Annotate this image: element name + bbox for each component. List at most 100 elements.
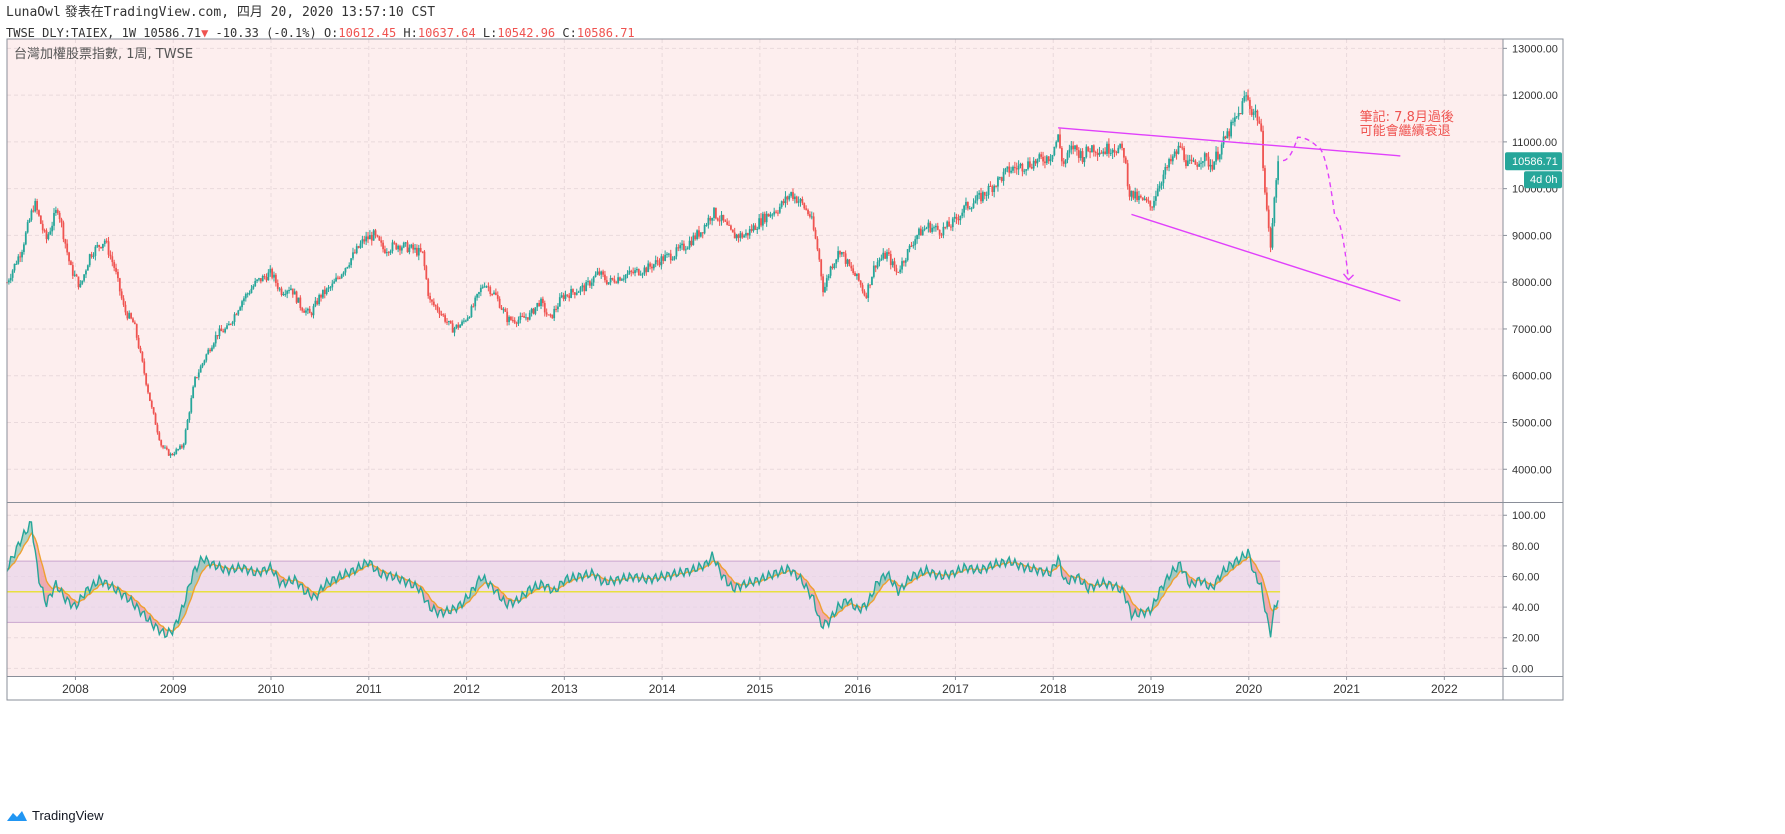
candle-up [1019, 163, 1022, 166]
candle-down [966, 201, 969, 209]
candle-down [1115, 151, 1118, 154]
candle-down [807, 209, 809, 215]
rsi-tick-label: 0.00 [1512, 663, 1533, 675]
candle-down [1107, 143, 1110, 154]
candle-up [931, 227, 934, 232]
candle-up [199, 366, 202, 373]
candle-up [414, 247, 416, 250]
price-pane[interactable] [7, 39, 1503, 502]
candle-up [1186, 160, 1189, 166]
rsi-fill-segment [1268, 599, 1271, 638]
candle-up [455, 324, 458, 328]
candle-up [652, 264, 655, 269]
candle-up [1168, 159, 1170, 168]
candle-up [256, 279, 258, 282]
time-tick-label: 2014 [649, 682, 676, 696]
candle-down [457, 324, 460, 328]
candle-down [154, 413, 157, 425]
candle-down [506, 311, 509, 323]
candle-down [750, 229, 753, 231]
candle-up [252, 286, 255, 289]
candle-down [62, 222, 65, 240]
candle-down [566, 294, 569, 296]
candle-up [560, 295, 563, 298]
candle-down [805, 208, 808, 210]
candle-up [1085, 146, 1088, 158]
candle-down [874, 265, 877, 268]
candle-up [876, 261, 879, 268]
candle-down [1205, 153, 1208, 157]
candle-up [297, 297, 300, 303]
candle-down [515, 322, 518, 324]
candle-up [1173, 151, 1176, 157]
candle-up [169, 453, 172, 456]
footer: TradingView [6, 808, 104, 823]
candle-up [970, 208, 973, 210]
candle-up [1177, 145, 1180, 154]
candle-down [500, 307, 503, 310]
candle-down [724, 220, 727, 222]
candle-down [637, 268, 640, 276]
candle-down [814, 229, 817, 239]
author-name[interactable]: LunaOwl [6, 5, 61, 20]
candle-down [1089, 151, 1091, 153]
candle-up [686, 247, 689, 250]
candle-down [77, 276, 80, 288]
candle-up [243, 298, 245, 302]
candle-up [464, 320, 467, 322]
candle-up [942, 226, 945, 236]
candle-down [1256, 110, 1259, 121]
candle-down [980, 192, 982, 202]
tradingview-logo-icon[interactable] [6, 809, 28, 823]
candle-up [211, 347, 213, 352]
candle-up [290, 288, 292, 290]
candle-down [731, 229, 734, 233]
candle-up [959, 215, 962, 221]
candle-up [1102, 151, 1105, 154]
candle-down [429, 295, 431, 300]
candle-up [241, 301, 243, 308]
candle-down [1008, 166, 1011, 173]
candle-down [229, 323, 232, 325]
candle-up [30, 210, 33, 220]
rsi-fill-segment [38, 552, 41, 587]
candle-up [348, 265, 351, 268]
candle-up [1215, 151, 1217, 162]
candle-up [934, 225, 937, 228]
brand-name[interactable]: TradingView [32, 808, 104, 823]
candle-up [1055, 141, 1058, 147]
publish-line: LunaOwl 發表在TradingView.com, 四月 20, 2020 1… [6, 3, 635, 23]
candle-up [81, 280, 84, 284]
candle-down [957, 218, 960, 221]
candle-down [714, 207, 717, 219]
candle-up [590, 282, 593, 286]
candle-down [137, 337, 140, 348]
rsi-fill-segment [187, 584, 190, 608]
candle-down [393, 242, 396, 244]
candle-up [1036, 158, 1039, 164]
candle-up [793, 196, 796, 200]
candle-up [636, 268, 638, 271]
candle-down [299, 297, 302, 308]
candle-down [1217, 151, 1219, 160]
candle-down [658, 261, 661, 266]
candle-down [43, 230, 46, 232]
candle-up [530, 308, 533, 313]
candle-up [871, 276, 873, 285]
candle-down [782, 201, 785, 204]
candle-down [1096, 152, 1099, 155]
candle-down [295, 291, 298, 303]
candle-up [784, 196, 787, 204]
candle-up [882, 252, 885, 259]
candle-down [160, 440, 163, 446]
candle-down [274, 274, 277, 283]
candle-up [1117, 147, 1120, 154]
candle-up [201, 363, 204, 367]
candle-up [564, 294, 567, 299]
symbol-label[interactable]: TWSE_DLY:TAIEX, 1W [6, 26, 137, 40]
candle-up [355, 246, 358, 254]
candle-down [32, 210, 35, 212]
candle-up [1079, 151, 1082, 158]
candle-up [96, 245, 99, 247]
